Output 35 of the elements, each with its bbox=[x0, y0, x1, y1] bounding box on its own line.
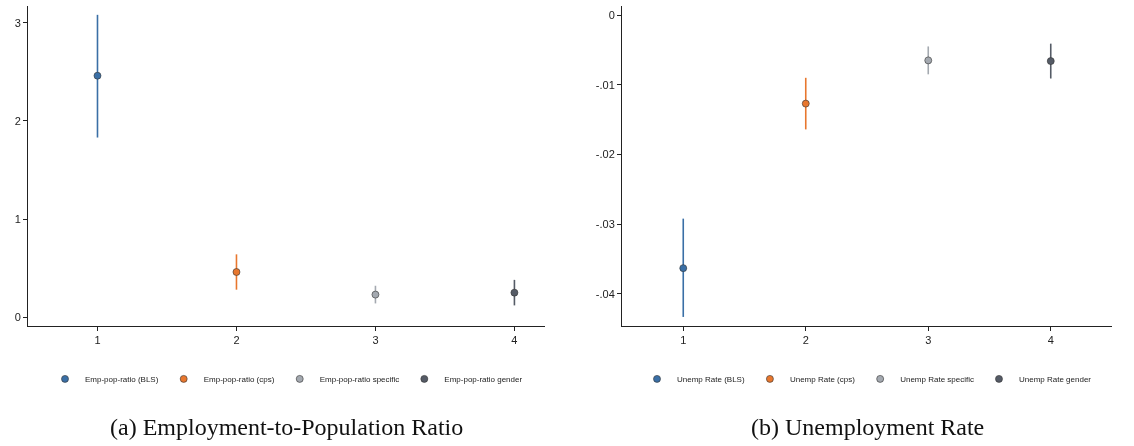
x-tick-label: 1 bbox=[94, 334, 101, 347]
legend-label: Emp-pop-ratio (BLS) bbox=[85, 375, 159, 385]
x-tick-label: 2 bbox=[802, 334, 809, 347]
legend-label: Unemp Rate gender bbox=[1018, 375, 1092, 385]
y-tick-label: -.02 bbox=[595, 148, 615, 161]
point bbox=[801, 99, 810, 108]
legend-label: Unemp Rate (BLS) bbox=[677, 375, 745, 385]
x-tick-label: 3 bbox=[925, 334, 932, 347]
y-tick-label: -.04 bbox=[595, 287, 615, 300]
x-tick-label: 1 bbox=[680, 334, 687, 347]
point bbox=[232, 268, 241, 276]
x-tick-label: 3 bbox=[372, 334, 379, 347]
text: (b) Unemployment Rate bbox=[751, 414, 985, 440]
y-tick-label: 3 bbox=[14, 16, 21, 29]
x-tick-label: 2 bbox=[233, 334, 240, 347]
legend-label: Unemp Rate (cps) bbox=[789, 375, 856, 385]
legend-label: Emp-pop-ratio (cps) bbox=[203, 375, 275, 385]
y-tick-label: -.03 bbox=[595, 218, 615, 231]
text: (a) Employment-to-Population Ratio bbox=[110, 414, 464, 440]
legend-label: Emp-pop-ratio gender bbox=[444, 375, 523, 385]
y-tick-label: 1 bbox=[14, 212, 21, 225]
y-tick-label: 0 bbox=[14, 311, 21, 324]
y-tick-label: -.01 bbox=[595, 78, 615, 91]
y-tick-label: 2 bbox=[14, 114, 21, 127]
legend-label: Unemp Rate specific bbox=[900, 375, 974, 385]
point bbox=[679, 264, 688, 272]
point bbox=[1046, 57, 1055, 65]
y-tick-label: 0 bbox=[608, 8, 615, 21]
point bbox=[924, 56, 933, 65]
point bbox=[371, 290, 380, 299]
legend-label: Emp-pop-ratio specific bbox=[319, 375, 400, 385]
x-tick-label: 4 bbox=[1047, 334, 1054, 347]
point bbox=[510, 288, 519, 297]
point bbox=[93, 71, 102, 80]
x-tick-label: 4 bbox=[511, 334, 518, 347]
